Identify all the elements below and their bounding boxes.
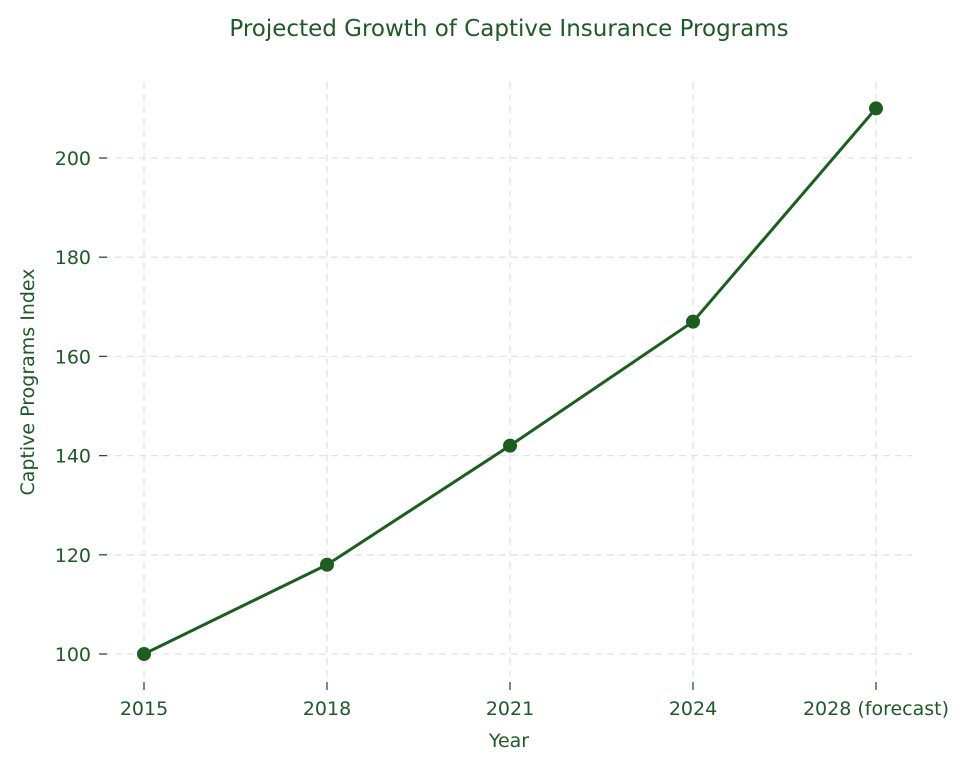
- data-point: [503, 438, 517, 453]
- series: [137, 101, 883, 661]
- y-axis: 100 120 140 160 180 200: [55, 148, 107, 666]
- data-point: [869, 101, 883, 116]
- x-tick-label: 2024: [669, 698, 717, 720]
- data-point: [320, 557, 334, 572]
- y-tick-label: 140: [55, 446, 91, 468]
- data-point: [686, 314, 700, 329]
- y-tick-label: 100: [55, 644, 91, 666]
- x-tick-label: 2021: [486, 698, 534, 720]
- data-point: [137, 647, 151, 661]
- grid: [103, 82, 912, 680]
- chart-title: Projected Growth of Captive Insurance Pr…: [229, 16, 788, 42]
- x-tick-label: 2015: [120, 698, 168, 720]
- x-tick-label: 2018: [303, 698, 351, 720]
- y-tick-label: 180: [55, 247, 91, 269]
- y-tick-label: 160: [55, 346, 91, 368]
- x-axis: 2015 2018 2021 2024 2028 (forecast): [120, 682, 949, 720]
- y-axis-label: Captive Programs Index: [17, 268, 39, 495]
- x-axis-label: Year: [488, 730, 529, 752]
- y-tick-label: 200: [55, 148, 91, 170]
- x-tick-label: 2028 (forecast): [803, 698, 949, 720]
- y-tick-label: 120: [55, 545, 91, 567]
